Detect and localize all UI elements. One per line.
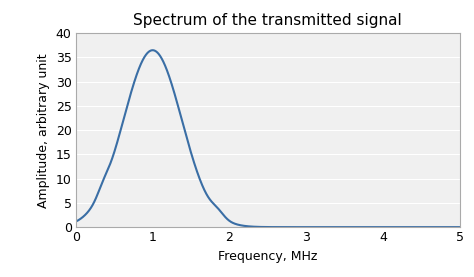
Title: Spectrum of the transmitted signal: Spectrum of the transmitted signal: [134, 13, 402, 28]
X-axis label: Frequency, MHz: Frequency, MHz: [218, 250, 318, 263]
Y-axis label: Amplitude, arbitrary unit: Amplitude, arbitrary unit: [37, 53, 50, 207]
